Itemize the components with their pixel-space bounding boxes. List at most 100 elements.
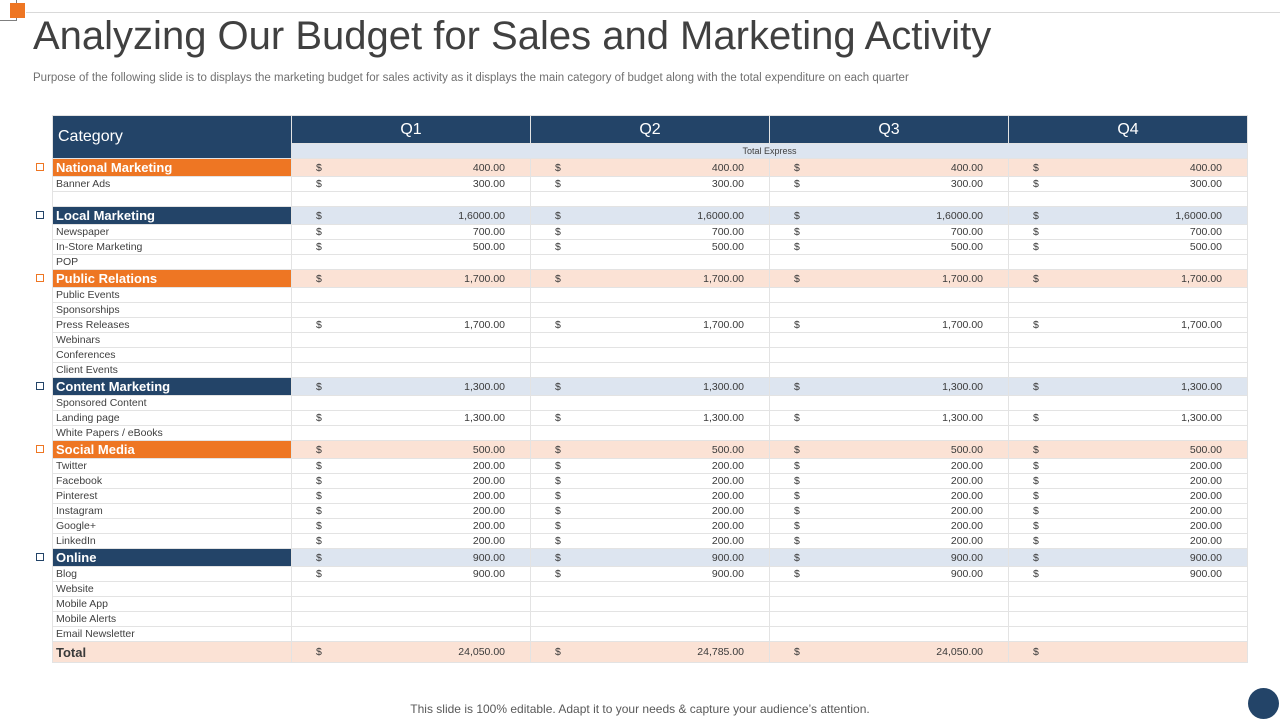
amount-value: 1,6000.00: [697, 209, 744, 222]
value-cell: $900.00: [530, 548, 770, 567]
value-cell: [530, 395, 770, 411]
value-cell: $24,050.00: [291, 641, 531, 663]
value-cell: $200.00: [769, 458, 1009, 474]
value-cell: [291, 347, 531, 363]
value-cell: [769, 191, 1009, 207]
amount-value: 400.00: [1189, 161, 1222, 174]
line-item-label: Twitter: [52, 458, 292, 474]
amount-value: 1,700.00: [942, 319, 983, 331]
value-cell: [1008, 581, 1248, 597]
amount-value: 1,6000.00: [458, 209, 505, 222]
amount-value: 200.00: [472, 505, 505, 517]
value-cell: [769, 362, 1009, 378]
currency-symbol: $: [794, 646, 800, 658]
total-label: Total: [52, 641, 292, 663]
value-cell: $200.00: [530, 458, 770, 474]
checkbox-marker-icon: [36, 553, 44, 561]
value-cell: $200.00: [769, 503, 1009, 519]
currency-symbol: $: [316, 551, 322, 564]
currency-symbol: $: [555, 460, 561, 472]
value-cell: $1,700.00: [769, 269, 1009, 288]
currency-symbol: $: [1033, 505, 1039, 517]
currency-symbol: $: [1033, 646, 1039, 658]
value-cell: [1008, 254, 1248, 270]
value-cell: [1008, 611, 1248, 627]
amount-value: 900.00: [711, 568, 744, 580]
value-cell: [530, 347, 770, 363]
value-cell: $200.00: [291, 488, 531, 504]
value-cell: $1,700.00: [530, 317, 770, 333]
value-cell: $300.00: [530, 176, 770, 192]
currency-symbol: $: [1033, 380, 1039, 393]
checkbox-marker-icon: [36, 445, 44, 453]
value-cell: $900.00: [1008, 548, 1248, 567]
checkbox-marker-icon: [36, 163, 44, 171]
currency-symbol: $: [316, 178, 322, 190]
currency-symbol: $: [555, 319, 561, 331]
amount-value: 500.00: [1189, 443, 1222, 456]
amount-value: 300.00: [711, 178, 744, 190]
value-cell: $500.00: [769, 440, 1009, 459]
currency-symbol: $: [555, 475, 561, 487]
value-cell: [291, 581, 531, 597]
corner-circle: [1248, 688, 1279, 719]
currency-symbol: $: [555, 209, 561, 222]
amount-value: 1,700.00: [1181, 272, 1222, 285]
value-cell: [769, 611, 1009, 627]
table-row: Press Releases $1,700.00 $1,700.00 $1,700.0…: [52, 317, 1248, 333]
value-cell: [769, 332, 1009, 348]
line-item-label: Pinterest: [52, 488, 292, 504]
currency-symbol: $: [1033, 443, 1039, 456]
total-express-label: Total Express: [291, 143, 1248, 159]
line-item-label: Client Events: [52, 362, 292, 378]
table-row: Sponsorships: [52, 302, 1248, 318]
value-cell: [1008, 302, 1248, 318]
value-cell: [769, 254, 1009, 270]
currency-symbol: $: [555, 226, 561, 238]
value-cell: $200.00: [769, 518, 1009, 534]
value-cell: $200.00: [291, 518, 531, 534]
amount-value: 900.00: [1189, 568, 1222, 580]
amount-value: 900.00: [950, 568, 983, 580]
currency-symbol: $: [1033, 412, 1039, 424]
line-item-label: Mobile Alerts: [52, 611, 292, 627]
line-item-label: Website: [52, 581, 292, 597]
amount-value: 200.00: [1189, 490, 1222, 502]
line-item-label: Sponsored Content: [52, 395, 292, 411]
amount-value: 200.00: [950, 520, 983, 532]
line-item-label: White Papers / eBooks: [52, 425, 292, 441]
currency-symbol: $: [794, 319, 800, 331]
amount-value: 500.00: [950, 241, 983, 253]
value-cell: [1008, 395, 1248, 411]
amount-value: 1,700.00: [703, 319, 744, 331]
amount-value: 1,300.00: [1181, 412, 1222, 424]
table-row: Website: [52, 581, 1248, 597]
currency-symbol: $: [1033, 535, 1039, 547]
value-cell: $900.00: [769, 566, 1009, 582]
value-cell: [530, 332, 770, 348]
line-item-label: Blog: [52, 566, 292, 582]
category-row: Local Marketing $1,6000.00 $1,6000.00 $1,60…: [52, 206, 1248, 225]
line-item-label: Press Releases: [52, 317, 292, 333]
currency-symbol: $: [555, 568, 561, 580]
table-row: Webinars: [52, 332, 1248, 348]
amount-value: 700.00: [950, 226, 983, 238]
amount-value: 1,300.00: [703, 380, 744, 393]
currency-symbol: $: [794, 241, 800, 253]
budget-table-body: National Marketing $400.00 $400.00 $400.00 $…: [52, 158, 1248, 663]
amount-value: 1,700.00: [1181, 319, 1222, 331]
amount-value: 500.00: [950, 443, 983, 456]
currency-symbol: $: [316, 161, 322, 174]
currency-symbol: $: [794, 520, 800, 532]
table-row: Conferences: [52, 347, 1248, 363]
value-cell: [1008, 347, 1248, 363]
value-cell: [1008, 362, 1248, 378]
value-cell: [291, 611, 531, 627]
value-cell: $700.00: [291, 224, 531, 240]
budget-table: Category Q1 Q2 Q3 Q4 Total Express Natio…: [52, 115, 1248, 663]
amount-value: 1,6000.00: [936, 209, 983, 222]
amount-value: 300.00: [1189, 178, 1222, 190]
value-cell: $200.00: [530, 473, 770, 489]
value-cell: $200.00: [530, 533, 770, 549]
amount-value: 1,300.00: [464, 380, 505, 393]
